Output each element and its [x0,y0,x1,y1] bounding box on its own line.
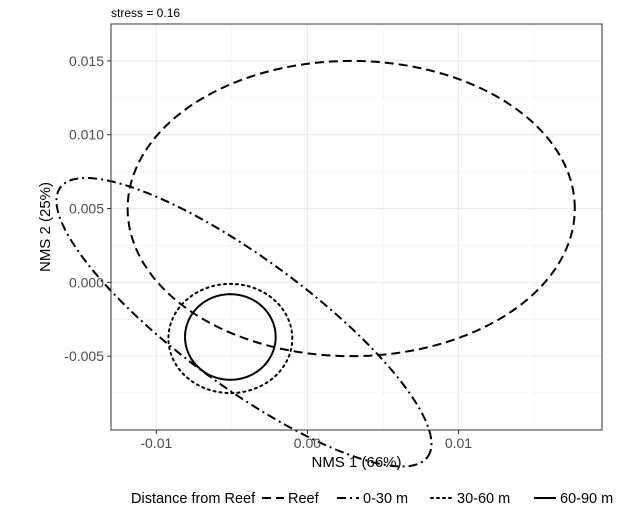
x-axis: -0.01 0.00 0.01 [140,430,472,451]
grid-major [111,24,602,430]
y-tick-label: 0.000 [69,274,104,290]
panel-border [110,23,603,431]
ellipse-0-30-m [55,176,433,468]
x-tick-label: -0.01 [140,435,172,451]
ellipse-reef [126,59,576,358]
y-tick-label: 0.015 [69,53,104,69]
legend-label: 60-90 m [560,491,613,507]
ellipse-60-90-m [184,293,277,381]
y-tick-label: 0.010 [69,127,104,143]
x-axis-title: NMS 1 (66%) [311,454,401,471]
y-tick-label: -0.005 [64,348,104,364]
legend: Distance from Reef Reef 0-30 m 30-60 m 60-9… [131,491,613,507]
x-tick-label: 0.00 [294,435,321,451]
x-tick-label: 0.01 [445,435,472,451]
ellipse-layer [55,59,576,468]
ellipse-30-60-m [167,282,294,395]
legend-title: Distance from Reef [131,491,256,507]
chart-subtitle: stress = 0.16 [111,6,180,20]
grid-minor [111,23,602,430]
y-axis-title: NMS 2 (25%) [37,182,54,272]
y-tick-label: 0.005 [69,201,104,217]
y-axis: -0.005 0.000 0.005 0.010 0.015 [64,53,111,364]
legend-label: 0-30 m [363,491,408,507]
legend-label: 30-60 m [457,491,510,507]
legend-label: Reef [288,491,320,507]
